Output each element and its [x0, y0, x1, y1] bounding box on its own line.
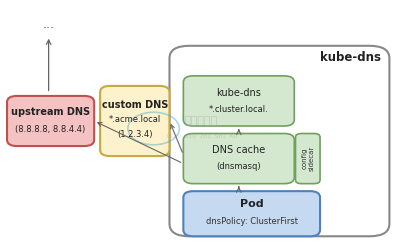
- FancyBboxPatch shape: [296, 134, 320, 184]
- Text: *.cluster.local.: *.cluster.local.: [209, 105, 269, 114]
- Text: kube-dns: kube-dns: [216, 88, 261, 98]
- Text: upstream DNS: upstream DNS: [11, 107, 90, 117]
- FancyBboxPatch shape: [170, 46, 389, 236]
- Text: config
sidecar: config sidecar: [301, 146, 314, 171]
- Text: custom DNS: custom DNS: [102, 100, 168, 110]
- FancyBboxPatch shape: [183, 191, 320, 236]
- FancyBboxPatch shape: [7, 96, 94, 146]
- FancyBboxPatch shape: [100, 86, 170, 156]
- Text: 小牛知识库: 小牛知识库: [185, 116, 218, 126]
- Text: XIAO NIU ZHI SHI KU: XIAO NIU ZHI SHI KU: [166, 134, 237, 139]
- Text: kube-dns: kube-dns: [320, 51, 382, 64]
- Text: DNS cache: DNS cache: [212, 145, 266, 155]
- FancyBboxPatch shape: [183, 134, 294, 184]
- Text: (dnsmasq): (dnsmasq): [216, 162, 261, 171]
- Text: Pod: Pod: [240, 199, 264, 209]
- Text: ...: ...: [43, 18, 55, 31]
- Text: *.acme.local: *.acme.local: [109, 115, 161, 124]
- Text: (1.2.3.4): (1.2.3.4): [117, 130, 152, 139]
- FancyBboxPatch shape: [183, 76, 294, 126]
- Text: (8.8.8.8, 8.8.4.4): (8.8.8.8, 8.8.4.4): [16, 125, 86, 134]
- Text: dnsPolicy: ClusterFirst: dnsPolicy: ClusterFirst: [206, 217, 298, 226]
